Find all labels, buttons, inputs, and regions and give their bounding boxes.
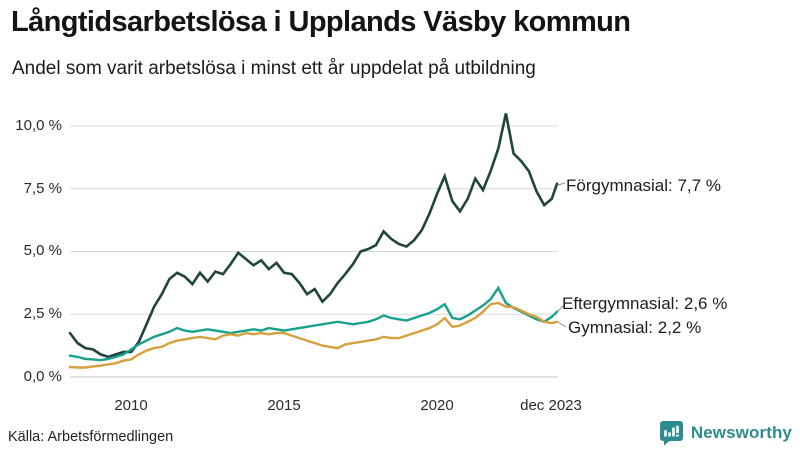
x-tick-label-2010: 2010 bbox=[114, 397, 148, 414]
series-end-label-gymnasial: Gymnasial: 2,2 % bbox=[568, 318, 702, 337]
newsworthy-bubble-chart-icon bbox=[659, 420, 684, 446]
connector-forgymnasial bbox=[557, 182, 566, 186]
series-line-eftergymnasial bbox=[68, 285, 559, 362]
y-tick-label-2-5: 2,5 % bbox=[23, 305, 62, 322]
x-tick-label-2020: 2020 bbox=[420, 397, 454, 414]
x-tick-label-2015: 2015 bbox=[267, 397, 301, 414]
connector-gymnasial bbox=[557, 321, 567, 328]
y-tick-label-10: 10,0 % bbox=[15, 117, 62, 134]
chart-subtitle: Andel som varit arbetslösa i minst ett å… bbox=[12, 58, 536, 79]
series-end-label-eftergymnasial: Eftergymnasial: 2,6 % bbox=[562, 294, 728, 313]
newsworthy-logo[interactable]: Newsworthy bbox=[659, 420, 792, 446]
chart-title: Långtidsarbetslösa i Upplands Väsby komm… bbox=[11, 6, 631, 38]
y-tick-label-5: 5,0 % bbox=[23, 242, 62, 259]
series-lines bbox=[68, 113, 559, 369]
source-note: Källa: Arbetsförmedlingen bbox=[8, 429, 174, 445]
connector-eftergymnasial bbox=[557, 303, 566, 312]
newsworthy-wordmark: Newsworthy bbox=[690, 423, 792, 442]
series-line-forgymnasial bbox=[68, 113, 559, 359]
y-tick-label-0: 0,0 % bbox=[23, 368, 62, 385]
label-connectors bbox=[557, 182, 567, 328]
series-line-gymnasial bbox=[68, 301, 559, 369]
y-tick-label-7-5: 7,5 % bbox=[23, 180, 62, 197]
x-tick-label-dec-2023: dec 2023 bbox=[520, 397, 582, 414]
series-end-label-forgymnasial: Förgymnasial: 7,7 % bbox=[566, 176, 721, 195]
gridlines bbox=[70, 125, 558, 378]
